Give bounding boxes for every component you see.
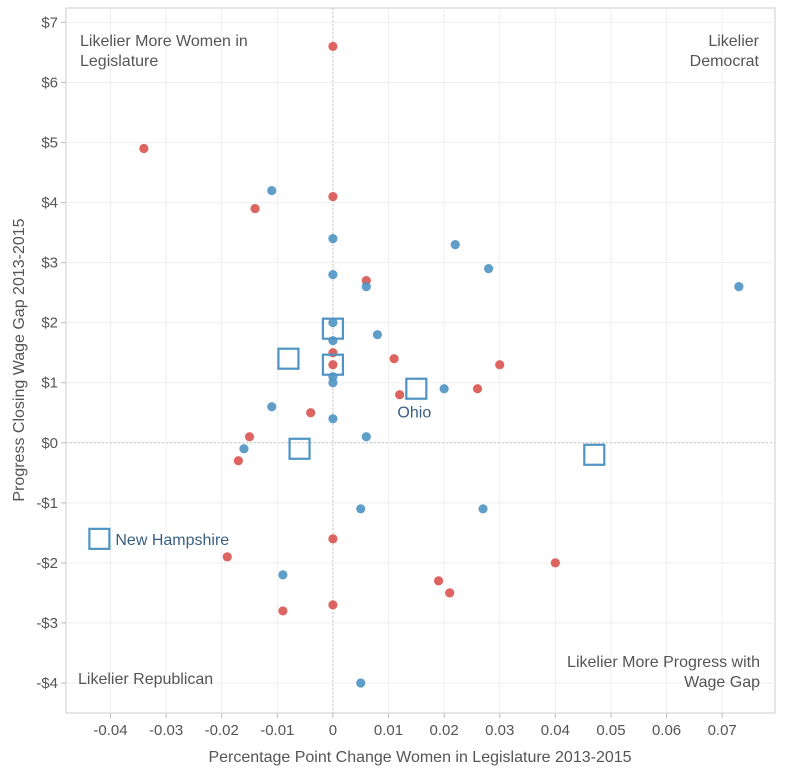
quadrant-notes: Likelier More Women in Legislature Likelie… <box>78 33 760 691</box>
data-point <box>328 270 338 280</box>
data-points <box>88 41 744 688</box>
y-axis: -$4 -$3 -$2 -$1 $0 $1 $2 $3 $4 $5 $6 $7 <box>36 14 66 692</box>
data-point-square <box>583 443 606 466</box>
data-point <box>495 360 505 370</box>
x-tick-label: -0.02 <box>205 722 239 739</box>
data-point-square <box>288 437 311 460</box>
x-tick-label: 0.07 <box>708 722 737 739</box>
data-point-square <box>321 317 345 340</box>
data-point <box>328 41 338 52</box>
data-point <box>328 360 338 370</box>
data-point <box>439 384 449 394</box>
data-point <box>250 203 260 214</box>
quadrant-note-top-left: Likelier More Women in <box>80 33 248 50</box>
grid <box>66 8 775 713</box>
x-tick-label: -0.01 <box>260 722 294 739</box>
quadrant-note-top-right: Likelier <box>708 33 759 50</box>
data-point <box>328 348 338 358</box>
data-point <box>450 240 460 250</box>
x-axis-title: Percentage Point Change Women in Legisla… <box>208 749 631 766</box>
y-tick-label: -$2 <box>36 555 58 572</box>
y-tick-label: -$4 <box>36 675 58 692</box>
data-point <box>239 444 249 454</box>
data-point <box>433 576 444 586</box>
data-point <box>484 264 494 274</box>
data-point <box>233 456 243 466</box>
y-tick-label: $5 <box>41 135 58 152</box>
quadrant-note-bottom-left: Likelier Republican <box>78 671 213 688</box>
data-point <box>356 504 366 514</box>
y-axis-title: Progress Closing Wage Gap 2013-2015 <box>11 218 28 501</box>
x-tick-label: -0.03 <box>149 722 183 739</box>
data-point <box>306 408 316 418</box>
quadrant-note-bottom-right: Likelier More Progress with <box>567 654 760 671</box>
y-tick-label: $1 <box>41 375 58 392</box>
data-point <box>222 552 232 562</box>
y-tick-label: $3 <box>41 255 58 272</box>
data-point <box>550 558 560 568</box>
quadrant-note-top-left: Legislature <box>80 53 158 70</box>
data-point <box>328 233 338 244</box>
data-point <box>328 600 338 610</box>
data-point <box>278 570 288 580</box>
quadrant-note-bottom-right: Wage Gap <box>684 674 760 691</box>
data-point <box>139 143 149 154</box>
x-tick-label: 0.03 <box>485 722 514 739</box>
data-point <box>478 504 488 514</box>
plot-frame <box>65 7 776 714</box>
data-point <box>328 191 338 202</box>
data-point <box>361 282 371 292</box>
data-point-square <box>321 353 345 376</box>
state-annotation: New Hampshire <box>115 532 229 549</box>
y-tick-label: $4 <box>41 195 58 212</box>
x-tick-label: 0.01 <box>374 722 403 739</box>
data-point <box>328 378 338 388</box>
data-point <box>328 534 338 544</box>
data-point <box>734 282 744 292</box>
x-tick-label: 0.05 <box>596 722 625 739</box>
data-point <box>267 185 277 196</box>
quadrant-note-top-right: Democrat <box>690 53 760 70</box>
data-point <box>372 330 383 340</box>
state-annotation: Ohio <box>397 405 431 422</box>
data-point <box>278 606 288 616</box>
x-tick-label: 0.06 <box>652 722 681 739</box>
point-annotations: Ohio New Hampshire <box>115 405 431 549</box>
y-tick-label: -$3 <box>36 615 58 632</box>
y-tick-label: $0 <box>41 435 58 452</box>
x-tick-label: 0 <box>329 722 337 739</box>
data-point <box>445 588 455 598</box>
data-point <box>356 678 366 688</box>
data-point <box>395 390 405 400</box>
data-point <box>267 402 277 412</box>
y-tick-label: $2 <box>41 315 58 332</box>
x-axis: -0.04 -0.03 -0.02 -0.01 0 0.01 0.02 0.03 0.04 0.0… <box>93 713 737 739</box>
data-point <box>361 432 371 442</box>
data-point-square <box>277 347 300 370</box>
data-point <box>328 318 338 328</box>
x-tick-label: 0.02 <box>430 722 459 739</box>
data-point <box>472 384 483 394</box>
x-tick-label: -0.04 <box>93 722 127 739</box>
y-tick-label: -$1 <box>36 495 58 512</box>
data-point-square <box>88 527 111 550</box>
y-tick-label: $6 <box>41 74 58 91</box>
x-tick-label: 0.04 <box>541 722 570 739</box>
data-point <box>389 354 399 364</box>
y-tick-label: $7 <box>41 14 58 31</box>
data-point <box>244 432 255 442</box>
data-point-square <box>405 377 428 400</box>
data-point <box>328 336 338 346</box>
data-point <box>328 414 338 424</box>
